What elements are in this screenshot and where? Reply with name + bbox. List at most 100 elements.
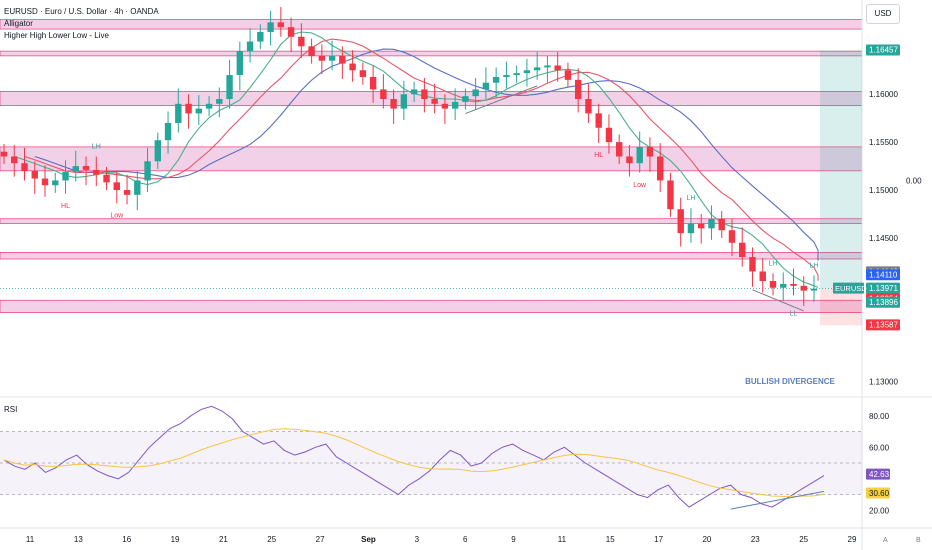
candle-body (205, 103, 213, 109)
corner-label: B (916, 537, 921, 544)
alligator-lines (14, 31, 819, 288)
price-badge (866, 44, 900, 56)
alligator-jaw-line (34, 48, 819, 261)
candle-body (462, 96, 469, 102)
annotation-label: LL (790, 310, 798, 317)
candle-body (769, 281, 777, 288)
annotation-label: HL (61, 203, 70, 210)
indicator-hhll[interactable]: Higher High Lower Low - Live (4, 31, 109, 40)
time-label: 9 (511, 535, 516, 544)
time-label: 13 (74, 535, 83, 544)
price-badge-text: 1.13971 (869, 284, 898, 293)
time-label: 23 (751, 535, 760, 544)
candle-body (164, 122, 172, 141)
zone-band (0, 19, 863, 30)
price-tick: 1.13000 (869, 378, 898, 387)
candle-body (349, 63, 356, 71)
time-label: 11 (558, 535, 567, 544)
price-badge-text: 1.13896 (869, 298, 898, 307)
candle-body (144, 161, 151, 181)
zone-band (0, 218, 863, 224)
candle-body (503, 75, 510, 77)
candle-body (554, 65, 561, 71)
price-tick: 1.15000 (869, 186, 898, 195)
candle-body (134, 180, 141, 195)
rsi-label[interactable]: RSI (4, 405, 18, 414)
time-label: 29 (848, 535, 857, 544)
target-zone (820, 50, 862, 289)
candle-body (123, 190, 131, 195)
candle-body (667, 180, 674, 210)
candle-body (93, 169, 100, 175)
time-label: 17 (654, 535, 663, 544)
zone-band (0, 251, 863, 260)
candle-body (595, 113, 602, 128)
price-badge (866, 319, 900, 331)
price-tick: 1.16000 (869, 90, 898, 99)
price-badge-text: 1.13587 (869, 321, 898, 330)
time-label: 16 (122, 535, 131, 544)
annotations: HL Low LH HL LH Low LH LH LL BULLISH DIVERGENCE (61, 85, 836, 386)
price-tick: 1.14500 (869, 234, 898, 243)
rsi-line (3, 405, 825, 508)
candle-body (277, 22, 285, 28)
time-axis: 11 13 16 19 21 25 27 Sep 3 6 9 11 15 17 20 23 25 29 A B (26, 535, 921, 544)
candle-body (677, 209, 684, 234)
time-label: 11 (26, 535, 35, 544)
candle-body (82, 166, 90, 170)
rsi-badge-text: 42.63 (869, 470, 890, 479)
currency-button[interactable]: USD (866, 4, 900, 24)
candle-body (626, 156, 633, 164)
candle-body (739, 242, 746, 258)
annotation-label: LH (769, 260, 778, 267)
zero-label: 0.00 (906, 176, 922, 185)
symbol-tag-text: EURUSD (835, 284, 867, 293)
price-badge-text: 1.14110 (869, 271, 898, 280)
candle-body (698, 223, 705, 229)
candle-body (800, 285, 807, 291)
candle-body (421, 89, 428, 100)
time-label: 27 (316, 535, 325, 544)
candle-body (185, 103, 192, 114)
zone-band (0, 91, 863, 107)
candle-body (749, 257, 756, 272)
candle-body (72, 166, 79, 172)
candle-body (492, 76, 500, 83)
candle-body (615, 142, 623, 157)
candle-body (790, 283, 797, 286)
rsi-badge-text: 30.60 (869, 489, 890, 498)
candle-body (11, 156, 18, 164)
time-label: 25 (799, 535, 808, 544)
candle-body (31, 170, 38, 179)
candle-body (390, 99, 397, 109)
price-badge (866, 296, 900, 308)
candle-body (41, 178, 49, 186)
candle-body (533, 67, 541, 71)
price-badge-text: 1.16457 (869, 46, 898, 55)
time-label: 19 (171, 535, 180, 544)
price-tick: 1.15500 (869, 138, 898, 147)
time-label: 3 (415, 535, 420, 544)
annotation-label: HL (594, 152, 603, 159)
candle-body (359, 70, 367, 77)
candle-body (226, 75, 233, 100)
candle-body (216, 99, 223, 104)
candle-body (544, 65, 551, 68)
candle-body (257, 31, 264, 42)
supply-demand-zones (0, 19, 863, 313)
candle-body (52, 180, 59, 186)
candle-body (513, 73, 520, 76)
candle-body (728, 230, 736, 243)
indicator-alligator[interactable]: Alligator (4, 19, 33, 28)
candle-body (21, 163, 28, 171)
corner-label: A (883, 537, 888, 544)
price-axis: 1.16000 1.15500 1.15000 1.14500 1.13000 0.00 1… (833, 44, 922, 515)
candle-body (810, 288, 818, 291)
annotation-label: LH (686, 195, 695, 202)
candles (0, 7, 818, 306)
candle-body (646, 146, 654, 157)
price-badge (866, 282, 900, 294)
candle-body (246, 41, 254, 52)
candle-body (308, 46, 315, 56)
